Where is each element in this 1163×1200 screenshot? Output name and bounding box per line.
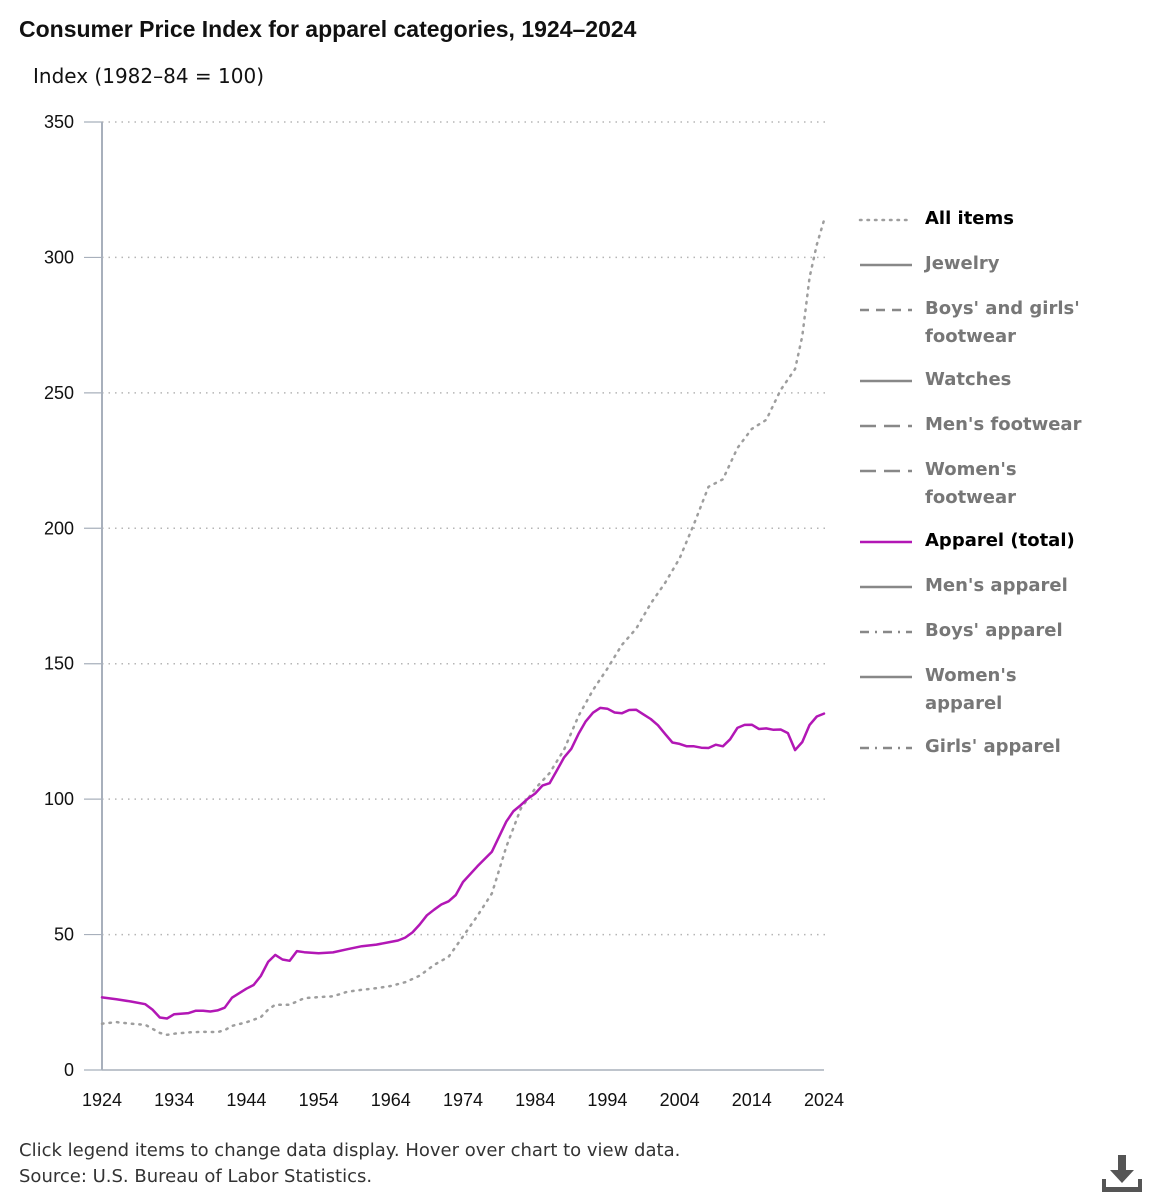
legend-swatch xyxy=(858,218,914,222)
legend-swatch xyxy=(860,379,912,383)
legend-item-boys-and-girls-footwear[interactable]: Boys' and girls' footwear xyxy=(858,295,1158,351)
series-line-apparel-total xyxy=(100,706,826,1020)
y-tick-label: 100 xyxy=(44,789,74,809)
legend-item-men-s-apparel[interactable]: Men's apparel xyxy=(858,572,1158,602)
legend-label: Girls' apparel xyxy=(925,736,1061,757)
legend-item-jewelry[interactable]: Jewelry xyxy=(858,250,1158,280)
chart-legend: All items Jewelry Boys' and girls' footwea… xyxy=(858,205,1158,778)
y-tick-label: 300 xyxy=(44,247,74,267)
x-tick-label: 1974 xyxy=(443,1090,483,1110)
legend-item-all-items[interactable]: All items xyxy=(858,205,1158,235)
footer-source: Source: U.S. Bureau of Labor Statistics. xyxy=(19,1166,373,1187)
legend-swatch xyxy=(860,263,912,267)
legend-label: Apparel (total) xyxy=(925,530,1075,551)
legend-label: All items xyxy=(925,208,1014,229)
legend-swatch xyxy=(860,746,912,750)
footer-instructions: Click legend items to change data displa… xyxy=(19,1140,681,1161)
legend-label: Men's apparel xyxy=(925,575,1068,596)
legend-label: Boys' apparel xyxy=(925,620,1063,641)
legend-swatch xyxy=(860,630,912,634)
x-tick-label: 1934 xyxy=(154,1090,194,1110)
x-tick-label: 1984 xyxy=(515,1090,555,1110)
legend-label: Men's footwear xyxy=(925,414,1082,435)
x-tick-label: 2014 xyxy=(732,1090,772,1110)
y-axis-label: Index (1982–84 = 100) xyxy=(33,64,265,88)
legend-item-apparel-total[interactable]: Apparel (total) xyxy=(858,527,1158,557)
legend-item-women-s-footwear[interactable]: Women's footwear xyxy=(858,456,1158,512)
legend-label: Watches xyxy=(925,369,1012,390)
y-tick-label: 350 xyxy=(44,112,74,132)
legend-swatch xyxy=(860,424,912,428)
legend-item-watches[interactable]: Watches xyxy=(858,366,1158,396)
x-tick-label: 1954 xyxy=(299,1090,339,1110)
x-tick-label: 1944 xyxy=(226,1090,266,1110)
legend-item-boys-apparel[interactable]: Boys' apparel xyxy=(858,617,1158,647)
legend-swatch xyxy=(860,540,912,544)
legend-item-women-s-apparel[interactable]: Women's apparel xyxy=(858,662,1158,718)
legend-label: Women's apparel xyxy=(925,665,1017,714)
y-tick-label: 150 xyxy=(44,654,74,674)
x-tick-label: 1924 xyxy=(82,1090,122,1110)
legend-swatch xyxy=(860,469,912,473)
x-tick-label: 1964 xyxy=(371,1090,411,1110)
legend-label: Women's footwear xyxy=(925,459,1017,508)
legend-label: Jewelry xyxy=(925,253,1000,274)
legend-swatch xyxy=(860,675,912,679)
y-tick-label: 200 xyxy=(44,518,74,538)
series-line-all-items xyxy=(100,219,826,1037)
x-tick-label: 1994 xyxy=(587,1090,627,1110)
x-tick-label: 2024 xyxy=(804,1090,844,1110)
legend-swatch xyxy=(860,585,912,589)
legend-item-men-s-footwear[interactable]: Men's footwear xyxy=(858,411,1158,441)
y-tick-label: 50 xyxy=(54,925,74,945)
legend-label: Boys' and girls' footwear xyxy=(925,298,1080,347)
download-icon[interactable] xyxy=(1101,1153,1143,1195)
legend-swatch xyxy=(860,308,912,312)
chart-footer: Click legend items to change data displa… xyxy=(19,1138,680,1190)
chart-title: Consumer Price Index for apparel categor… xyxy=(19,16,637,42)
y-tick-label: 0 xyxy=(64,1060,74,1080)
legend-item-girls-apparel[interactable]: Girls' apparel xyxy=(858,733,1158,763)
x-tick-label: 2004 xyxy=(660,1090,700,1110)
y-tick-label: 250 xyxy=(44,383,74,403)
